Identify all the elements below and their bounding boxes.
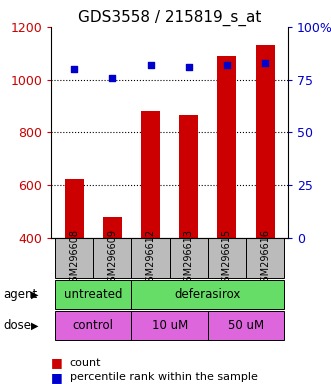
Text: deferasirox: deferasirox [175, 288, 241, 301]
Bar [217, 56, 236, 238]
Point [110, 74, 115, 81]
Bar [208, 311, 284, 340]
Bar [65, 179, 84, 238]
Text: count: count [70, 358, 101, 368]
Bar [131, 280, 284, 309]
Bar [169, 238, 208, 278]
Text: ■: ■ [51, 356, 63, 369]
Point [224, 62, 229, 68]
Bar [55, 311, 131, 340]
Bar [131, 311, 208, 340]
Bar [103, 217, 122, 238]
Text: GSM296612: GSM296612 [146, 229, 156, 288]
Text: GSM296613: GSM296613 [184, 229, 194, 288]
Text: agent: agent [3, 288, 37, 301]
Bar [179, 115, 198, 238]
Point [262, 60, 268, 66]
Title: GDS3558 / 215819_s_at: GDS3558 / 215819_s_at [78, 9, 261, 25]
Bar [93, 238, 131, 278]
Point [71, 66, 77, 72]
Text: GSM296608: GSM296608 [69, 229, 79, 288]
Text: control: control [73, 319, 114, 332]
Text: ▶: ▶ [31, 290, 38, 300]
Text: percentile rank within the sample: percentile rank within the sample [70, 372, 258, 382]
Text: GSM296609: GSM296609 [107, 229, 118, 288]
Bar [246, 238, 284, 278]
Point [186, 64, 191, 70]
Point [148, 62, 153, 68]
Bar [131, 238, 169, 278]
Text: 10 uM: 10 uM [152, 319, 188, 332]
Text: untreated: untreated [64, 288, 122, 301]
Text: GSM296616: GSM296616 [260, 229, 270, 288]
Text: 50 uM: 50 uM [228, 319, 264, 332]
Text: ■: ■ [51, 371, 63, 384]
Bar [208, 238, 246, 278]
Text: ▶: ▶ [31, 320, 38, 331]
Bar [55, 238, 93, 278]
Text: dose: dose [3, 319, 31, 332]
Text: GSM296615: GSM296615 [222, 229, 232, 288]
Bar [141, 111, 160, 238]
Bar [55, 280, 131, 309]
Bar [256, 45, 275, 238]
